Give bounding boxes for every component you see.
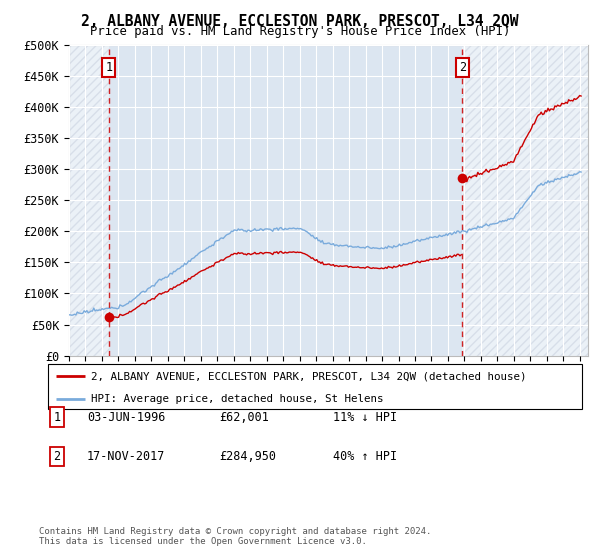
Text: 40% ↑ HPI: 40% ↑ HPI [333, 450, 397, 463]
Text: 2: 2 [53, 450, 61, 463]
Text: £284,950: £284,950 [219, 450, 276, 463]
Text: Price paid vs. HM Land Registry's House Price Index (HPI): Price paid vs. HM Land Registry's House … [90, 25, 510, 38]
Text: 1: 1 [106, 61, 112, 74]
Text: 03-JUN-1996: 03-JUN-1996 [87, 410, 166, 424]
Text: 17-NOV-2017: 17-NOV-2017 [87, 450, 166, 463]
Text: Contains HM Land Registry data © Crown copyright and database right 2024.
This d: Contains HM Land Registry data © Crown c… [39, 526, 431, 546]
Text: 1: 1 [53, 410, 61, 424]
Text: HPI: Average price, detached house, St Helens: HPI: Average price, detached house, St H… [91, 394, 383, 404]
Text: £62,001: £62,001 [219, 410, 269, 424]
Bar [463, 45, 588, 356]
Text: 2, ALBANY AVENUE, ECCLESTON PARK, PRESCOT, L34 2QW (detached house): 2, ALBANY AVENUE, ECCLESTON PARK, PRESCO… [91, 371, 526, 381]
Bar [69, 45, 109, 356]
Text: 2, ALBANY AVENUE, ECCLESTON PARK, PRESCOT, L34 2QW: 2, ALBANY AVENUE, ECCLESTON PARK, PRESCO… [81, 14, 519, 29]
Text: 2: 2 [459, 61, 466, 74]
Text: 11% ↓ HPI: 11% ↓ HPI [333, 410, 397, 424]
